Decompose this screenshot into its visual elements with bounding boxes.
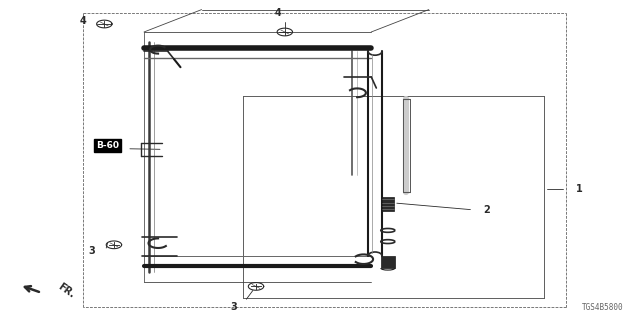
Text: 4: 4 (275, 8, 282, 18)
Text: 2: 2 (483, 204, 490, 215)
Text: 1: 1 (576, 184, 583, 194)
Text: 3: 3 (230, 302, 237, 312)
Bar (381, 256, 395, 268)
Text: TGS4B5800: TGS4B5800 (582, 303, 624, 312)
Text: 3: 3 (88, 246, 95, 256)
Bar (382, 197, 394, 211)
Text: FR.: FR. (56, 282, 76, 300)
Text: B-60: B-60 (96, 141, 119, 150)
Text: 4: 4 (79, 16, 86, 26)
